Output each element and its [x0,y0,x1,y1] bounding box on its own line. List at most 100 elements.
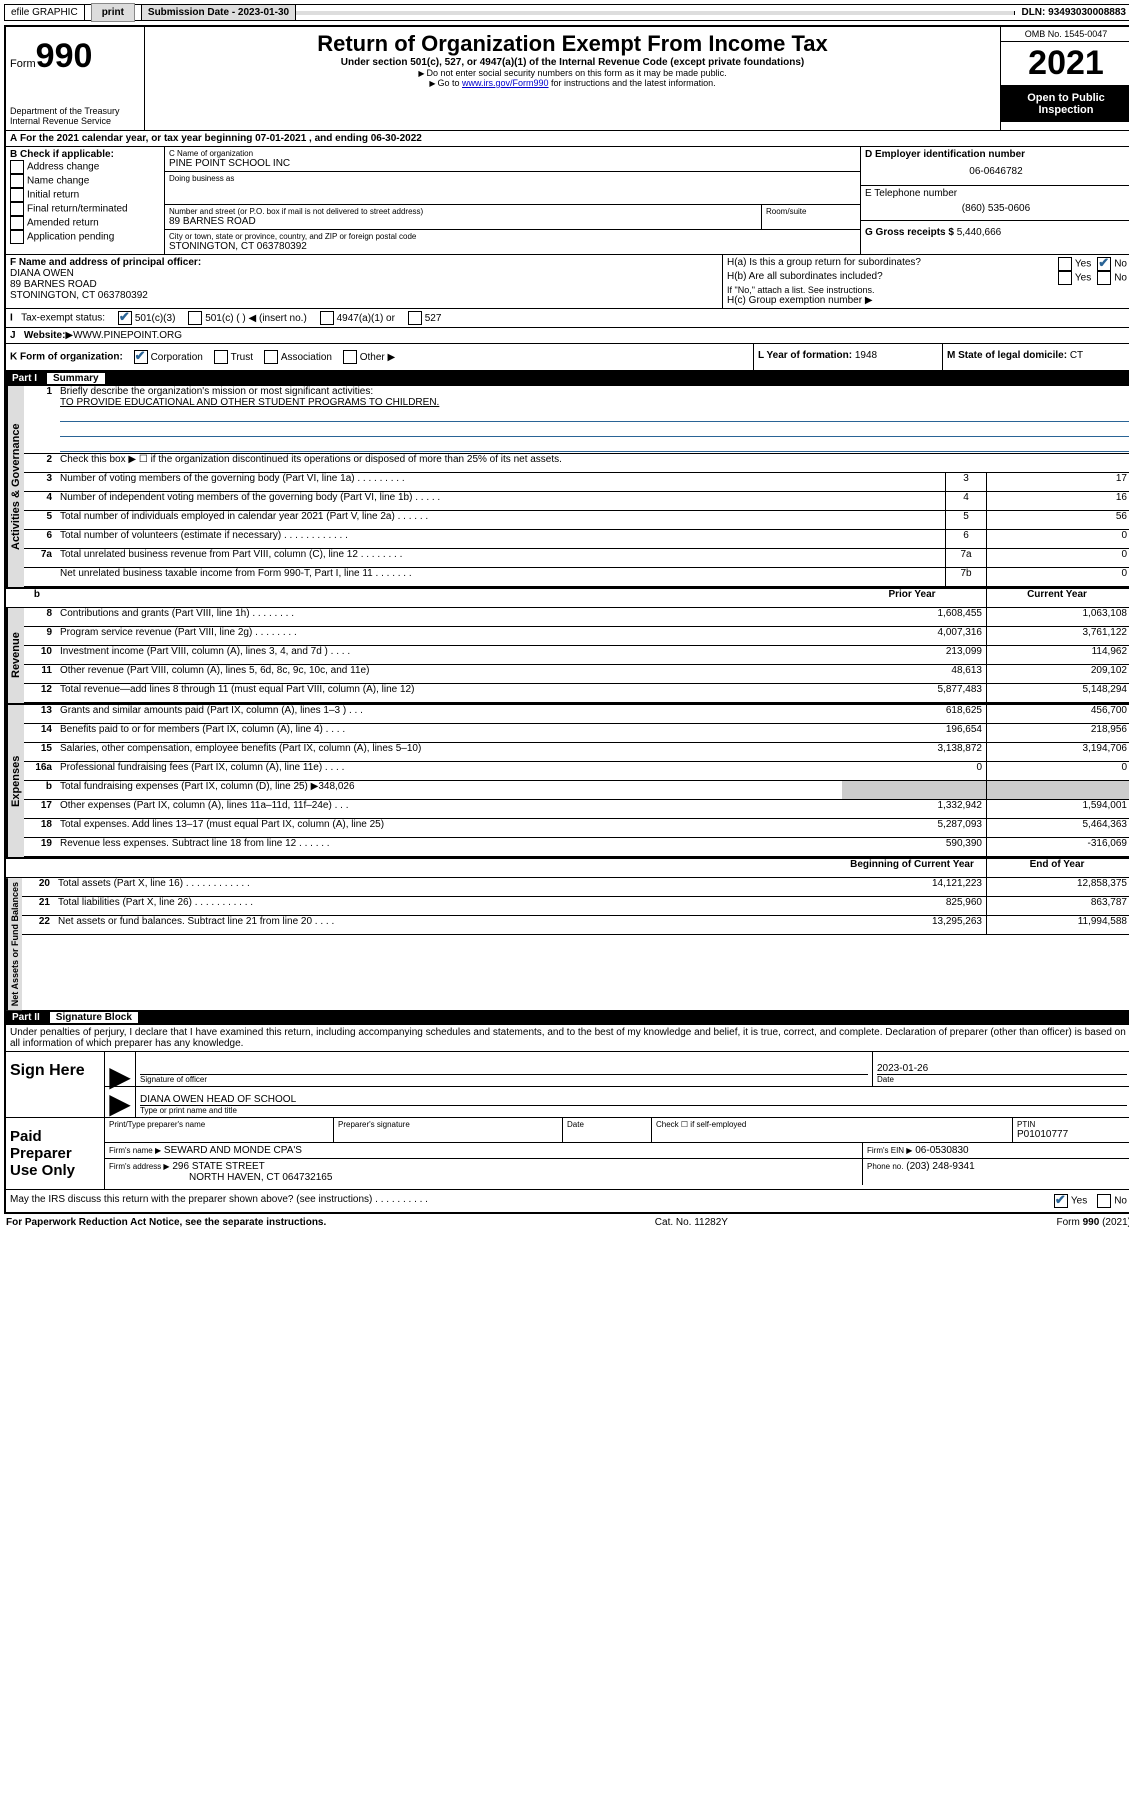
may-irs-no[interactable]: No [1097,1194,1127,1208]
city-label: City or town, state or province, country… [169,232,856,241]
form-subtitle: Under section 501(c), 527, or 4947(a)(1)… [149,57,996,68]
room-label: Room/suite [766,207,856,216]
page-footer: For Paperwork Reduction Act Notice, see … [4,1214,1129,1231]
submission-date: Submission Date - 2023-01-30 [142,5,296,20]
box-deg: D Employer identification number 06-0646… [861,147,1129,254]
chk-pending[interactable]: Application pending [10,230,160,244]
box-j: J Website: ▶ WWW.PINEPOINT.ORG [6,328,1129,344]
ha-label: H(a) Is this a group return for subordin… [727,257,1058,271]
footer-right: Form 990 (2021) [1057,1217,1129,1228]
line-1: Briefly describe the organization's miss… [56,386,1129,453]
side-revenue: Revenue [6,608,24,703]
firm-addr2: NORTH HAVEN, CT 064732165 [189,1172,332,1183]
chk-assoc[interactable]: Association [264,352,332,363]
hb-yes[interactable]: Yes [1058,271,1091,285]
line-2: Check this box ▶ ☐ if the organization d… [56,454,1129,472]
officer-name: DIANA OWEN [10,268,718,279]
gov-row: 7a Total unrelated business revenue from… [24,549,1129,568]
box-f-label: F Name and address of principal officer: [10,257,718,268]
data-row: 18 Total expenses. Add lines 13–17 (must… [24,819,1129,838]
form-number: 990 [36,37,93,75]
chk-other[interactable]: Other ▶ [343,352,395,363]
chk-address[interactable]: Address change [10,160,160,174]
box-k-label: K Form of organization: [10,352,123,363]
name-arrow-icon: ▶ [105,1087,135,1117]
section-revenue: Revenue 8 Contributions and grants (Part… [6,608,1129,703]
self-employed[interactable]: Check ☐ if self-employed [652,1118,1013,1142]
section-klm: K Form of organization: Corporation Trus… [6,344,1129,371]
data-row: 22 Net assets or fund balances. Subtract… [22,916,1129,935]
chk-corp[interactable]: Corporation [134,352,203,363]
irs-link[interactable]: www.irs.gov/Form990 [462,78,549,88]
street-label: Number and street (or P.O. box if mail i… [169,207,757,216]
firm-ein: 06-0530830 [915,1145,968,1156]
prior-year-hdr: Prior Year [842,589,987,607]
website-label: Website: [24,330,66,341]
data-row: 9 Program service revenue (Part VIII, li… [24,627,1129,646]
box-b-label: B Check if applicable: [10,149,160,160]
header-left: Form990 Department of the Treasury Inter… [6,27,145,130]
officer-city: STONINGTON, CT 063780392 [10,290,718,301]
line-1-num: 1 [24,386,56,453]
gov-row: Net unrelated business taxable income fr… [24,568,1129,587]
box-m: M State of legal domicile: CT [943,344,1129,370]
form-title: Return of Organization Exempt From Incom… [149,31,996,57]
ha-no[interactable]: No [1097,257,1127,271]
prep-date-label: Date [563,1118,652,1142]
efile-label: efile GRAPHIC [5,5,85,20]
chk-trust[interactable]: Trust [214,352,253,363]
may-irs-yes[interactable]: Yes [1054,1194,1087,1208]
chk-527[interactable]: 527 [408,313,442,324]
eoy-hdr: End of Year [987,859,1129,877]
ein-label: D Employer identification number [865,149,1127,160]
ein-value: 06-0646782 [865,160,1127,183]
may-irs-text: May the IRS discuss this return with the… [10,1194,1054,1208]
footer-left: For Paperwork Reduction Act Notice, see … [6,1217,326,1228]
chk-501c[interactable]: 501(c) ( ) ◀ (insert no.) [188,313,307,324]
box-c: C Name of organization PINE POINT SCHOOL… [165,147,861,254]
mission-text: TO PROVIDE EDUCATIONAL AND OTHER STUDENT… [60,397,439,408]
phone-label: E Telephone number [865,188,1127,199]
chk-501c3[interactable]: 501(c)(3) [118,313,176,324]
part2-header: Part II Signature Block [6,1010,1129,1025]
phone-value: (860) 535-0606 [865,199,1127,218]
chk-4947[interactable]: 4947(a)(1) or [320,313,395,324]
sign-here-block: Sign Here ▶ Signature of officer 2023-01… [6,1052,1129,1118]
data-row: 10 Investment income (Part VIII, column … [24,646,1129,665]
hb-label: H(b) Are all subordinates included? [727,271,1058,285]
section-expenses: Expenses 13 Grants and similar amounts p… [6,703,1129,857]
data-row: b Total fundraising expenses (Part IX, c… [24,781,1129,800]
gov-row: 4 Number of independent voting members o… [24,492,1129,511]
irs-label: Internal Revenue Service [10,116,140,126]
chk-final[interactable]: Final return/terminated [10,202,160,216]
current-year-hdr: Current Year [987,589,1129,607]
sign-here-label: Sign Here [6,1052,105,1117]
note-goto: Go to www.irs.gov/Form990 for instructio… [149,78,996,88]
chk-initial[interactable]: Initial return [10,188,160,202]
data-row: 16a Professional fundraising fees (Part … [24,762,1129,781]
paid-preparer-label: Paid Preparer Use Only [6,1118,105,1189]
website-value: WWW.PINEPOINT.ORG [73,330,182,341]
print-button[interactable]: print [91,3,135,22]
hb-no[interactable]: No [1097,271,1127,285]
data-row: 13 Grants and similar amounts paid (Part… [24,705,1129,724]
gov-row: 6 Total number of volunteers (estimate i… [24,530,1129,549]
org-name-label: C Name of organization [169,149,856,158]
hc-label: H(c) Group exemption number [727,295,862,306]
chk-name[interactable]: Name change [10,174,160,188]
section-net-assets: Net Assets or Fund Balances 20 Total ass… [6,878,1129,1010]
form-prefix: Form [10,58,36,70]
dln-label: DLN: 93493030008883 [1015,5,1129,20]
header-right: OMB No. 1545-0047 2021 Open to Public In… [1000,27,1129,130]
data-row: 14 Benefits paid to or for members (Part… [24,724,1129,743]
omb-label: OMB No. 1545-0047 [1001,27,1129,42]
sign-arrow-icon: ▶ [105,1052,135,1086]
ha-yes[interactable]: Yes [1058,257,1091,271]
gross-label: G Gross receipts $ [865,227,954,238]
chk-amended[interactable]: Amended return [10,216,160,230]
col-headers-1: b Prior Year Current Year [6,587,1129,608]
prep-name-label: Print/Type preparer's name [105,1118,334,1142]
data-row: 21 Total liabilities (Part X, line 26) .… [22,897,1129,916]
col-headers-2: Beginning of Current Year End of Year [6,857,1129,878]
box-l: L Year of formation: 1948 [754,344,943,370]
